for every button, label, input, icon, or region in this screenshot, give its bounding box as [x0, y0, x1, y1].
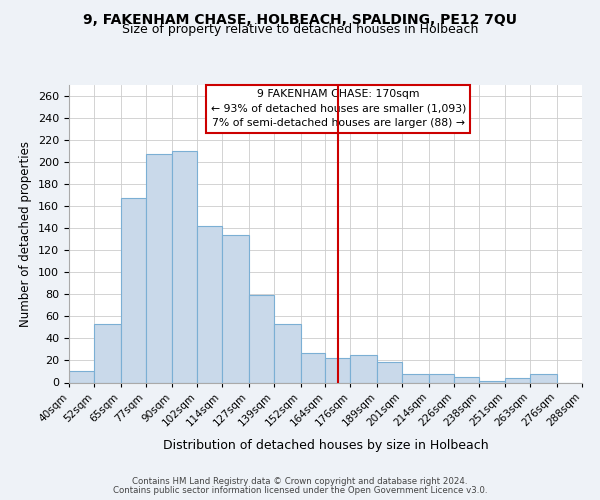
Bar [505, 378, 530, 382]
Bar [377, 362, 402, 382]
Bar [94, 324, 121, 382]
Bar [274, 324, 301, 382]
Text: Contains HM Land Registry data © Crown copyright and database right 2024.: Contains HM Land Registry data © Crown c… [132, 477, 468, 486]
Bar [197, 226, 222, 382]
Bar [429, 374, 454, 382]
Bar [325, 358, 350, 382]
Bar [172, 151, 197, 382]
Bar [69, 372, 94, 382]
Text: Contains public sector information licensed under the Open Government Licence v3: Contains public sector information licen… [113, 486, 487, 495]
Text: 9 FAKENHAM CHASE: 170sqm
← 93% of detached houses are smaller (1,093)
7% of semi: 9 FAKENHAM CHASE: 170sqm ← 93% of detach… [211, 90, 466, 128]
Bar [454, 377, 479, 382]
Bar [350, 355, 377, 382]
Bar [121, 198, 146, 382]
Bar [146, 154, 172, 382]
Y-axis label: Number of detached properties: Number of detached properties [19, 141, 32, 327]
Bar [301, 353, 325, 382]
Bar [402, 374, 429, 382]
Bar [222, 235, 249, 382]
Bar [249, 296, 274, 382]
Text: Size of property relative to detached houses in Holbeach: Size of property relative to detached ho… [122, 22, 478, 36]
Bar [530, 374, 557, 382]
X-axis label: Distribution of detached houses by size in Holbeach: Distribution of detached houses by size … [163, 440, 488, 452]
Text: 9, FAKENHAM CHASE, HOLBEACH, SPALDING, PE12 7QU: 9, FAKENHAM CHASE, HOLBEACH, SPALDING, P… [83, 12, 517, 26]
